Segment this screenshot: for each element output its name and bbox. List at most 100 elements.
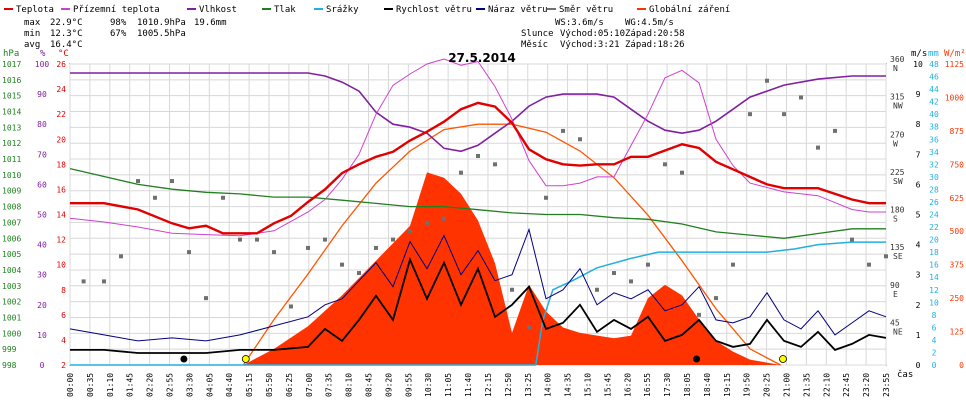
legend-label: Náraz větru: [488, 5, 548, 15]
mm-tick-label: 48: [929, 60, 939, 69]
time-tick-label: 16:55: [643, 373, 652, 397]
wm2-tick-label: 0: [959, 361, 964, 370]
mm-tick-label: 18: [929, 248, 939, 257]
legend-label: Přízemní teplota: [73, 5, 160, 15]
time-tick-label: 02:55: [166, 373, 175, 397]
time-tick-label: 18:05: [683, 373, 692, 397]
wind-dir-point: [425, 220, 429, 225]
mm-tick-label: 22: [929, 223, 939, 232]
wind-dir-point: [680, 170, 684, 175]
ms-tick-label: 8: [916, 120, 921, 129]
axis-title-wm2: W/m²: [944, 49, 966, 59]
dir-tick-label: 270: [890, 130, 905, 139]
wind-dir-point: [510, 287, 514, 292]
dir-tick-label: 45: [890, 318, 900, 327]
pct-tick-label: 20: [37, 301, 47, 310]
radiation-area: [243, 172, 781, 365]
wind-dir-point: [81, 279, 86, 284]
wind-gust-line: [69, 227, 887, 342]
time-tick-label: 09:20: [384, 373, 393, 397]
temperature-line: [70, 101, 886, 235]
time-tick-label: 15:45: [603, 373, 612, 397]
degc-tick-label: 4: [61, 336, 66, 345]
dir-tick-label: 225: [890, 168, 905, 177]
sun-marker: [241, 355, 250, 363]
wind-dir-point: [306, 245, 310, 250]
wind-dir-point: [323, 237, 327, 242]
pct-tick-label: 0: [40, 361, 45, 370]
pct-tick-label: 30: [37, 271, 47, 280]
wm2-tick-label: 1000: [945, 93, 964, 102]
time-tick-label: 23:20: [862, 373, 871, 397]
time-tick-label: 09:55: [404, 373, 413, 397]
wind-dir-point: [374, 245, 378, 250]
legend-label: Rychlost větru: [396, 5, 472, 15]
degc-tick-label: 2: [61, 361, 66, 370]
degc-tick-label: 16: [56, 185, 66, 194]
mm-tick-label: 20: [929, 236, 939, 245]
hpa-tick-label: 1000: [2, 329, 21, 338]
time-tick-label: 08:10: [345, 373, 354, 397]
hpa-tick-label: 1015: [2, 92, 21, 101]
time-tick-label: 05:15: [245, 373, 254, 397]
degc-tick-label: 24: [56, 85, 66, 94]
time-tick-label: 02:20: [146, 373, 155, 397]
hpa-tick-label: 1005: [2, 250, 21, 259]
dir-tick-sublabel: N: [893, 64, 898, 73]
wind-dir-point: [153, 195, 157, 200]
wind-dir-point: [204, 296, 208, 301]
hpa-tick-label: 998: [2, 361, 17, 370]
time-tick-label: 23:55: [882, 373, 891, 397]
hpa-tick-label: 1013: [2, 123, 21, 132]
time-tick-label: 06:25: [285, 373, 294, 397]
stat-max-label: max: [24, 18, 41, 28]
ms-tick-label: 2: [916, 301, 921, 310]
mm-tick-label: 40: [929, 110, 939, 119]
wm2-tick-label: 875: [950, 127, 965, 136]
pct-tick-label: 40: [37, 241, 47, 250]
humidity-line: [70, 72, 886, 153]
wind-dir-point: [663, 162, 667, 167]
degc-tick-label: 26: [56, 60, 66, 69]
dir-tick-sublabel: NE: [893, 327, 903, 336]
legend-label: Tlak: [274, 5, 296, 15]
time-tick-label: 14:00: [544, 373, 553, 397]
mm-tick-label: 12: [929, 286, 939, 295]
dir-tick-sublabel: SE: [893, 252, 903, 261]
hpa-tick-label: 1004: [2, 266, 21, 275]
stat-max-press: 1010.9hPa: [137, 18, 186, 28]
chart-marks: [69, 58, 888, 366]
wind-dir-point: [136, 179, 140, 184]
time-tick-label: 21:35: [802, 373, 811, 397]
wind-speed-info: WS:3.6m/s: [555, 18, 604, 28]
hpa-tick-label: 999: [2, 345, 17, 354]
time-tick-label: 11:40: [464, 373, 473, 397]
degc-tick-label: 20: [56, 135, 66, 144]
wind-dir-point: [476, 153, 480, 158]
stat-min-press: 1005.5hPa: [137, 29, 186, 39]
time-tick-label: 21:00: [782, 373, 791, 397]
mm-tick-label: 4: [932, 336, 937, 345]
wind-dir-point: [170, 179, 174, 184]
wm2-tick-label: 250: [950, 294, 965, 303]
wm2-tick-label: 750: [950, 160, 965, 169]
wind-dir-point: [187, 250, 191, 255]
time-tick-label: 03:30: [185, 373, 194, 397]
ms-tick-label: 10: [913, 60, 923, 69]
dir-tick-sublabel: E: [893, 290, 898, 299]
wind-dir-point: [714, 296, 718, 301]
wind-dir-point: [799, 95, 803, 100]
pct-tick-label: 90: [37, 90, 47, 99]
dir-tick-sublabel: W: [893, 139, 898, 148]
wind-dir-point: [221, 195, 225, 200]
wind-speed-line: [70, 256, 887, 354]
pct-tick-label: 10: [37, 331, 47, 340]
wind-dir-point: [697, 312, 701, 317]
hpa-tick-label: 1017: [2, 60, 21, 69]
axis-title-ms: m/s: [911, 49, 927, 59]
wind-dir-point: [442, 216, 446, 221]
sun-moon-info: WS:3.6m/s WG:4.5m/s Slunce Východ:05:10 …: [521, 18, 685, 50]
wind-dir-point: [272, 250, 276, 255]
hpa-tick-label: 1007: [2, 218, 21, 227]
wm2-tick-label: 625: [950, 194, 965, 203]
